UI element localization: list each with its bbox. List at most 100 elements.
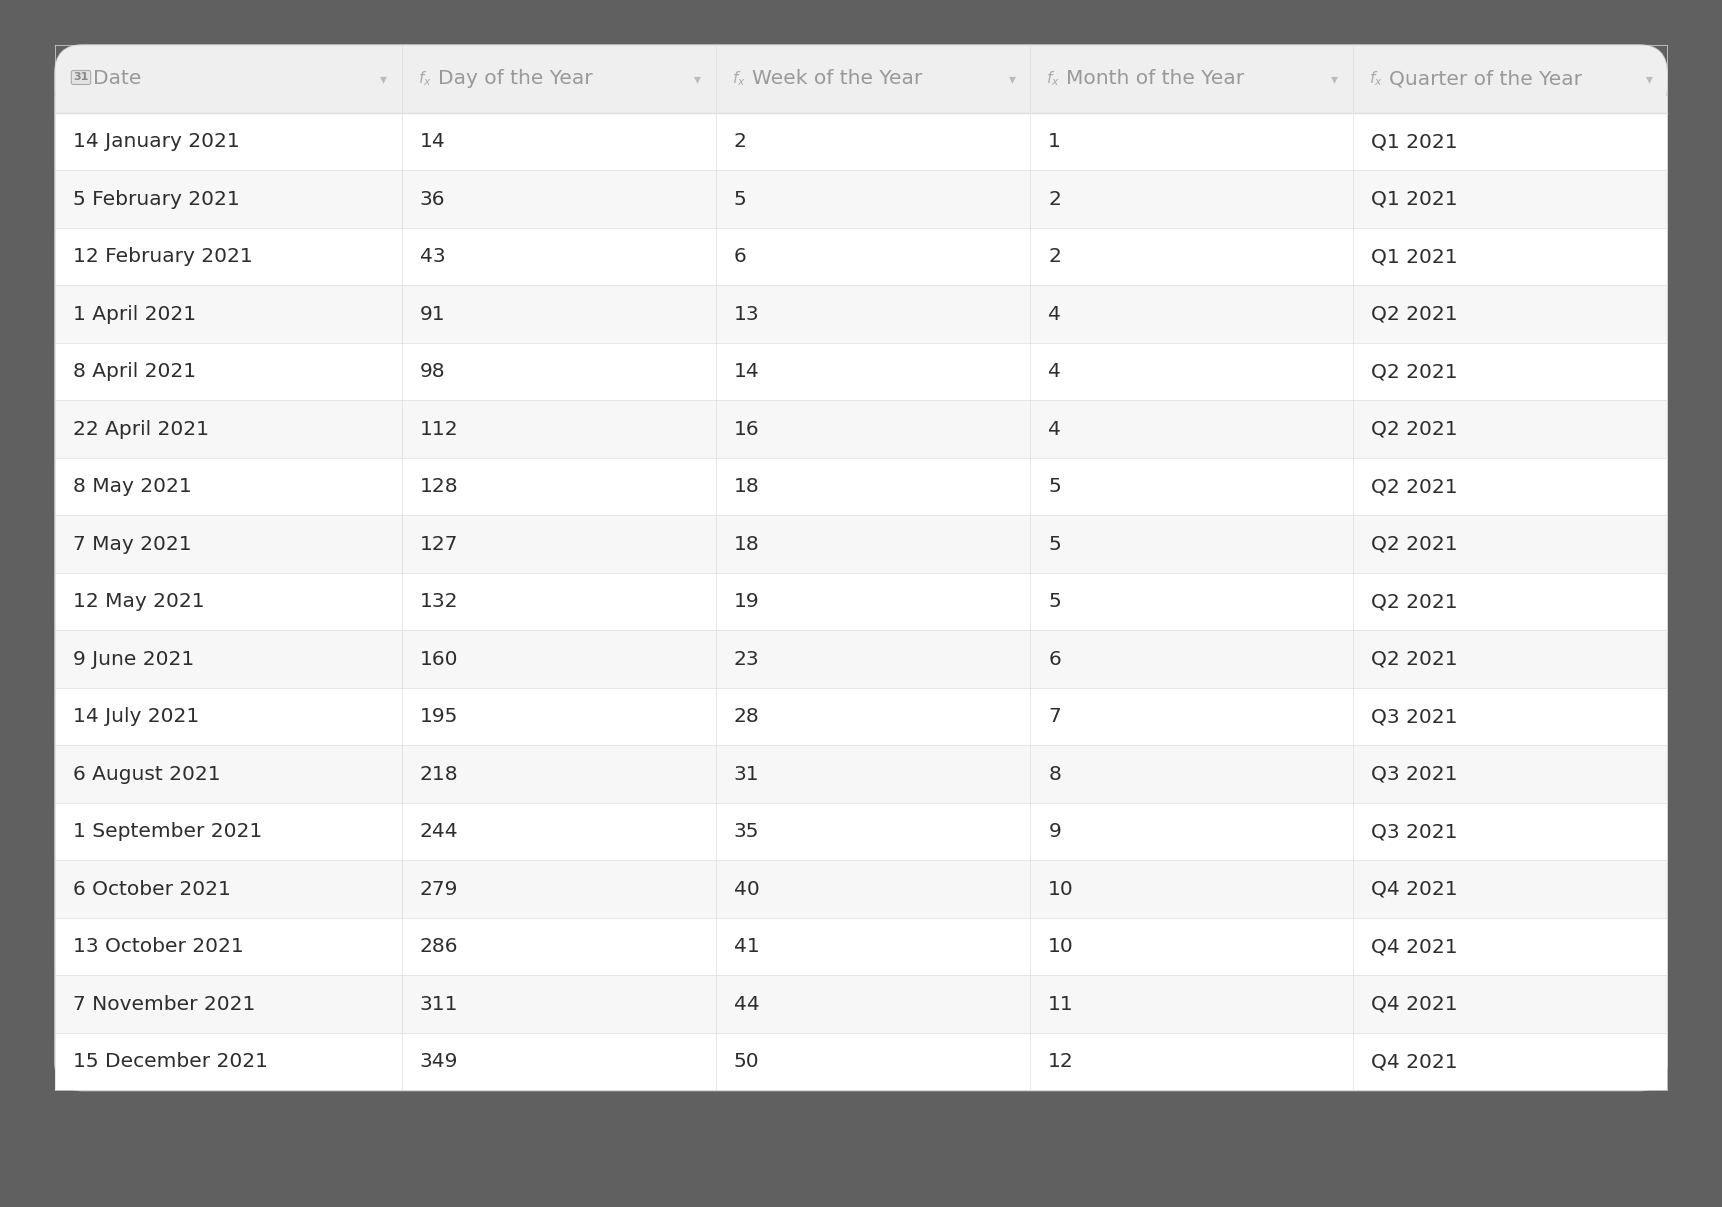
Text: 91: 91 — [420, 304, 446, 323]
Text: 41: 41 — [734, 938, 759, 956]
Text: 4: 4 — [1049, 420, 1061, 439]
Text: $f_x$: $f_x$ — [732, 70, 746, 88]
Bar — [55, 228, 1667, 286]
Bar — [55, 746, 1667, 803]
Text: 112: 112 — [420, 420, 458, 439]
Text: 11: 11 — [1049, 995, 1075, 1014]
Bar — [55, 919, 1667, 975]
Bar — [55, 401, 1667, 457]
Bar — [55, 515, 1667, 573]
Text: 13 October 2021: 13 October 2021 — [72, 938, 245, 956]
Text: 218: 218 — [420, 765, 458, 783]
Text: 2: 2 — [1049, 189, 1061, 209]
Text: 4: 4 — [1049, 362, 1061, 381]
Text: Q4 2021: Q4 2021 — [1371, 1053, 1457, 1072]
Text: Q3 2021: Q3 2021 — [1371, 707, 1457, 727]
Text: 31: 31 — [74, 72, 90, 82]
Bar — [55, 975, 1667, 1033]
Text: 5: 5 — [1049, 477, 1061, 496]
Text: Week of the Year: Week of the Year — [753, 70, 923, 88]
Text: 8 May 2021: 8 May 2021 — [72, 477, 191, 496]
Text: 8 April 2021: 8 April 2021 — [72, 362, 196, 381]
Text: $f_x$: $f_x$ — [1369, 70, 1383, 88]
Text: Date: Date — [93, 70, 141, 88]
Text: Q3 2021: Q3 2021 — [1371, 822, 1457, 841]
Text: 5: 5 — [1049, 535, 1061, 554]
Text: 1: 1 — [1049, 133, 1061, 151]
Text: 44: 44 — [734, 995, 759, 1014]
Text: Q2 2021: Q2 2021 — [1371, 362, 1457, 381]
Text: 9 June 2021: 9 June 2021 — [72, 649, 195, 669]
FancyBboxPatch shape — [55, 45, 1667, 1090]
Text: 43: 43 — [420, 247, 446, 267]
Text: 244: 244 — [420, 822, 458, 841]
Text: Q2 2021: Q2 2021 — [1371, 593, 1457, 611]
Text: 23: 23 — [734, 649, 759, 669]
Text: 36: 36 — [420, 189, 444, 209]
Text: 40: 40 — [734, 880, 759, 899]
Text: Q1 2021: Q1 2021 — [1371, 189, 1457, 209]
Text: 1 April 2021: 1 April 2021 — [72, 304, 196, 323]
Text: 10: 10 — [1049, 938, 1075, 956]
Text: 7 May 2021: 7 May 2021 — [72, 535, 191, 554]
Text: 7 November 2021: 7 November 2021 — [72, 995, 255, 1014]
Text: 18: 18 — [734, 477, 759, 496]
Text: 9: 9 — [1049, 822, 1061, 841]
Bar — [55, 630, 1667, 688]
Bar — [55, 803, 1667, 861]
Text: 12 February 2021: 12 February 2021 — [72, 247, 253, 267]
Text: 14: 14 — [420, 133, 446, 151]
Text: 22 April 2021: 22 April 2021 — [72, 420, 208, 439]
Text: Q2 2021: Q2 2021 — [1371, 477, 1457, 496]
Text: 18: 18 — [734, 535, 759, 554]
Text: $f_x$: $f_x$ — [418, 70, 432, 88]
Text: 12 May 2021: 12 May 2021 — [72, 593, 205, 611]
Text: Q4 2021: Q4 2021 — [1371, 938, 1457, 956]
Text: 7: 7 — [1049, 707, 1061, 727]
Text: Quarter of the Year: Quarter of the Year — [1388, 70, 1583, 88]
Bar — [55, 170, 1667, 228]
Text: 127: 127 — [420, 535, 458, 554]
Text: 1 September 2021: 1 September 2021 — [72, 822, 262, 841]
Text: ▾: ▾ — [381, 72, 387, 86]
Bar — [55, 1033, 1667, 1090]
Bar — [55, 573, 1667, 630]
Text: 6: 6 — [734, 247, 747, 267]
Text: 6 October 2021: 6 October 2021 — [72, 880, 231, 899]
Text: 349: 349 — [420, 1053, 458, 1072]
Text: 98: 98 — [420, 362, 446, 381]
Text: 5: 5 — [734, 189, 747, 209]
Bar — [55, 861, 1667, 919]
Bar — [55, 457, 1667, 515]
Text: 31: 31 — [734, 765, 759, 783]
Text: Q1 2021: Q1 2021 — [1371, 133, 1457, 151]
Text: 160: 160 — [420, 649, 458, 669]
Text: 311: 311 — [420, 995, 458, 1014]
Text: 50: 50 — [734, 1053, 759, 1072]
Text: 13: 13 — [734, 304, 759, 323]
Text: 12: 12 — [1049, 1053, 1075, 1072]
Text: Q4 2021: Q4 2021 — [1371, 995, 1457, 1014]
Text: Q1 2021: Q1 2021 — [1371, 247, 1457, 267]
Text: Q3 2021: Q3 2021 — [1371, 765, 1457, 783]
Text: 15 December 2021: 15 December 2021 — [72, 1053, 269, 1072]
Bar — [55, 286, 1667, 343]
Text: 286: 286 — [420, 938, 458, 956]
Text: ▾: ▾ — [694, 72, 701, 86]
Text: 132: 132 — [420, 593, 458, 611]
Text: 5: 5 — [1049, 593, 1061, 611]
Text: 6: 6 — [1049, 649, 1061, 669]
Text: Q4 2021: Q4 2021 — [1371, 880, 1457, 899]
Text: ▾: ▾ — [1331, 72, 1338, 86]
Text: 35: 35 — [734, 822, 759, 841]
Text: 14: 14 — [734, 362, 759, 381]
Text: ▾: ▾ — [1009, 72, 1016, 86]
Bar — [55, 343, 1667, 401]
Text: 195: 195 — [420, 707, 458, 727]
Bar — [55, 113, 1667, 170]
Text: 279: 279 — [420, 880, 458, 899]
Text: Q2 2021: Q2 2021 — [1371, 649, 1457, 669]
Text: 5 February 2021: 5 February 2021 — [72, 189, 239, 209]
Text: 6 August 2021: 6 August 2021 — [72, 765, 220, 783]
Text: Day of the Year: Day of the Year — [437, 70, 592, 88]
